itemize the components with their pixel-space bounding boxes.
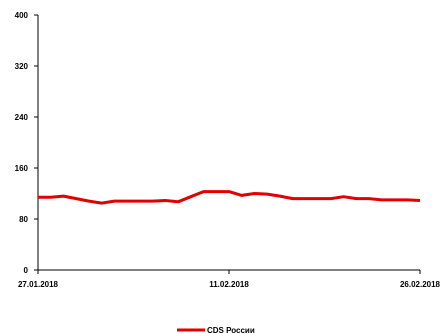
y-axis-ticks: 0 80 160 240 320 400	[15, 11, 38, 275]
y-tick-label: 0	[24, 266, 29, 275]
legend-label: CDS России	[207, 326, 255, 334]
y-tick-label: 320	[15, 62, 29, 71]
y-tick-label: 160	[15, 164, 29, 173]
y-tick-label: 240	[15, 113, 29, 122]
y-tick-label: 400	[15, 11, 29, 20]
y-tick-label: 80	[19, 215, 28, 224]
legend: CDS России	[177, 326, 255, 334]
x-tick-label: 11.02.2018	[209, 280, 249, 289]
x-tick-label: 26.02.2018	[400, 280, 441, 289]
series-layer	[38, 190, 421, 205]
x-axis-ticks: 27.01.2018 11.02.2018 26.02.2018	[18, 270, 441, 289]
x-tick-label: 27.01.2018	[18, 280, 59, 289]
series-line-cds-russia	[38, 190, 421, 205]
plot-area	[37, 15, 420, 271]
